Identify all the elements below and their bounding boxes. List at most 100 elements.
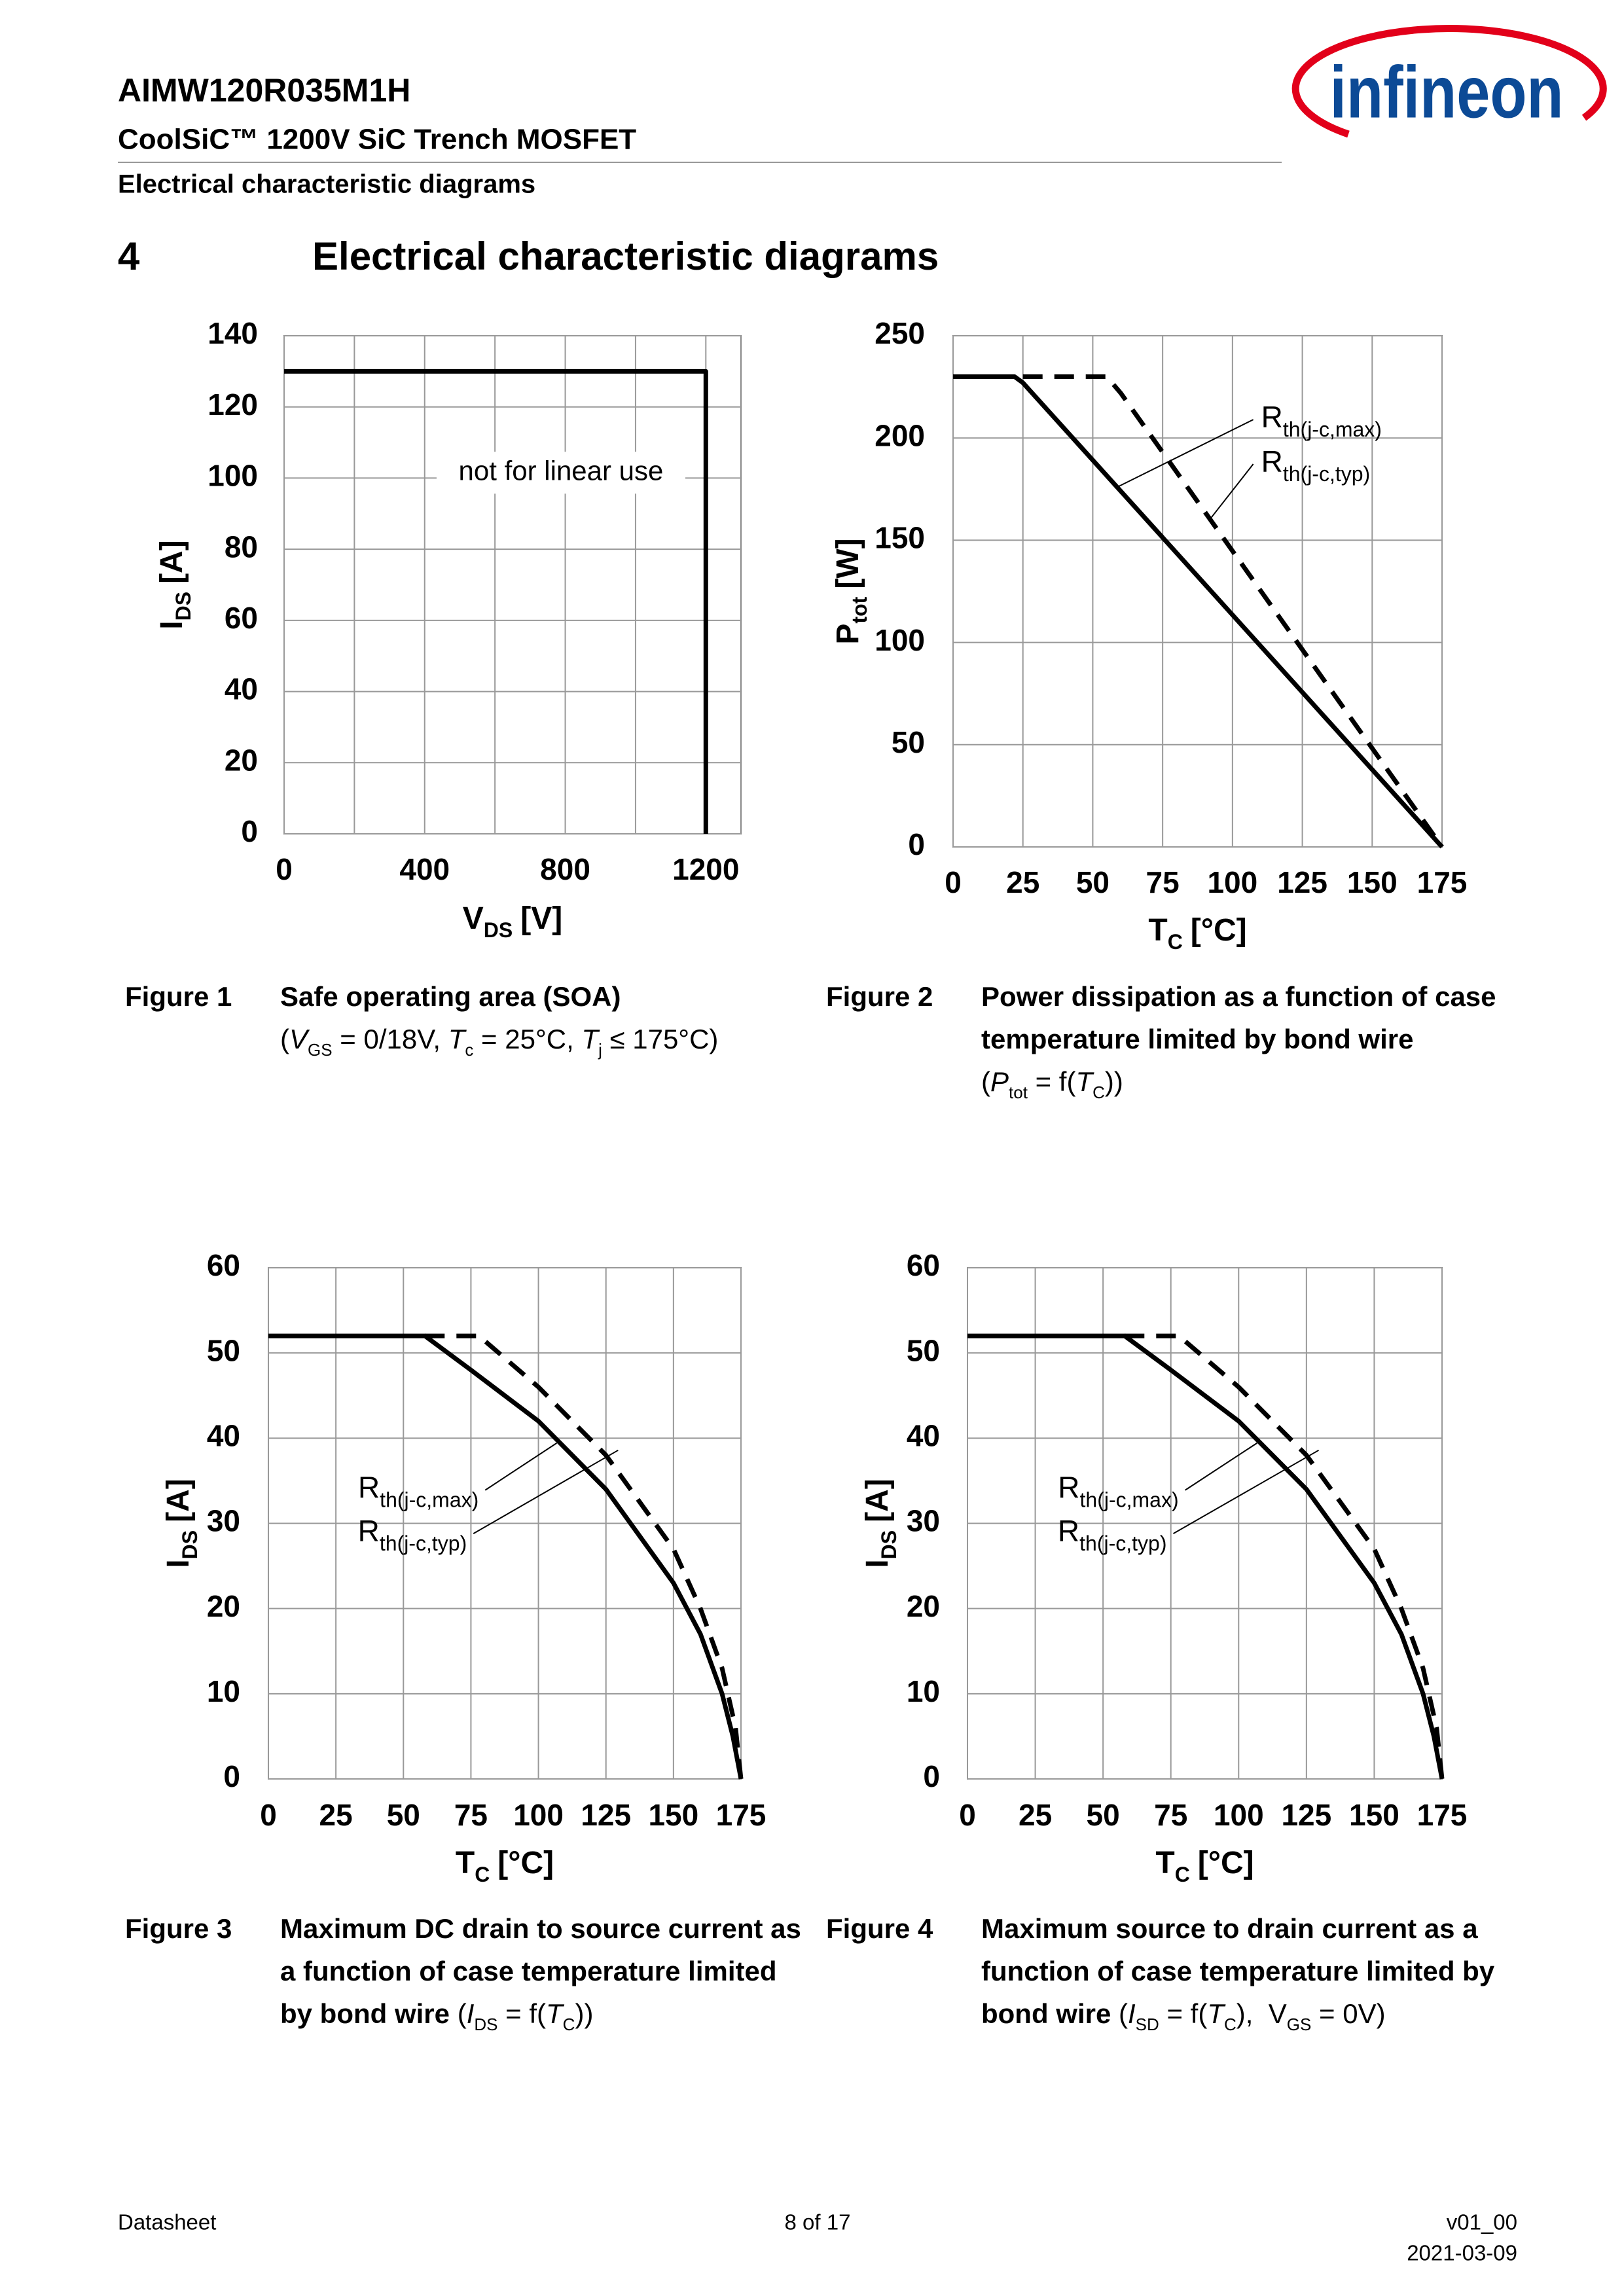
- y-axis-title-unit: [W]: [831, 538, 865, 588]
- y-tick-label: 0: [241, 814, 258, 848]
- caption-segment: = 0V): [1311, 1998, 1385, 2029]
- x-tick-label: 50: [1076, 865, 1110, 899]
- figure-caption-line: by bond wire (IDS = f(TC)): [280, 1998, 593, 2034]
- logo-text: infineon: [1329, 51, 1563, 134]
- y-tick-label: 250: [875, 316, 925, 350]
- y-tick-label: 40: [907, 1418, 940, 1452]
- figure-caption-line: (Ptot = f(TC)): [981, 1066, 1123, 1102]
- y-tick-label: 80: [225, 529, 258, 564]
- y-tick-label: 100: [208, 459, 258, 493]
- caption-segment: T: [448, 1024, 467, 1054]
- plot-frame: [283, 335, 742, 834]
- x-axis-title-sub: DS: [484, 918, 513, 942]
- y-tick-label: 30: [207, 1504, 240, 1538]
- x-tick-label: 0: [945, 865, 962, 899]
- x-tick-label: 25: [1006, 865, 1039, 899]
- x-tick-label: 25: [319, 1798, 353, 1832]
- x-tick-label: 25: [1019, 1798, 1052, 1832]
- x-axis-title-main: T: [456, 1846, 475, 1880]
- x-axis-title-sub: C: [1175, 1863, 1190, 1886]
- x-axis-title-main: V: [463, 901, 484, 936]
- x-axis-title-unit: [°C]: [497, 1846, 554, 1880]
- caption-segment: a function of case temperature limited: [280, 1956, 777, 1986]
- x-axis-title-sub: C: [475, 1863, 490, 1886]
- caption-segment: T: [1207, 1998, 1226, 2029]
- caption-segment: C: [563, 2015, 575, 2034]
- y-tick-label: 60: [907, 1248, 940, 1282]
- figure-caption-line: Maximum DC drain to source current as: [280, 1913, 801, 1944]
- series-label-main: R: [1058, 1471, 1079, 1505]
- series-label-main: R: [358, 1471, 380, 1505]
- series-label-main: R: [1261, 400, 1283, 434]
- y-axis-title-main: P: [831, 624, 865, 645]
- series-label: Rth(j-c,max): [358, 1471, 478, 1512]
- x-tick-label: 0: [260, 1798, 277, 1832]
- y-axis-title-sub: DS: [171, 592, 195, 620]
- caption-segment: )): [1105, 1066, 1123, 1097]
- caption-segment: T: [1075, 1066, 1094, 1097]
- y-tick-label: 40: [225, 672, 258, 706]
- label-pointer: [484, 1443, 557, 1491]
- y-axis-title-sub: DS: [178, 1530, 202, 1559]
- annotation: not for linear use: [459, 455, 664, 486]
- y-axis-title: IDS [A]: [161, 1479, 202, 1568]
- label-pointer: [473, 1449, 619, 1534]
- y-tick-label: 30: [907, 1504, 940, 1538]
- caption-segment: )): [575, 1998, 593, 2029]
- y-tick-label: 140: [208, 316, 258, 350]
- label-pointer: [1210, 463, 1254, 519]
- x-tick-label: 125: [581, 1798, 631, 1832]
- series-label-main: R: [1261, 444, 1283, 478]
- caption-segment: P: [990, 1066, 1009, 1097]
- y-axis-title-main: I: [860, 1559, 895, 1568]
- caption-segment: I: [467, 1998, 475, 2029]
- y-tick-label: 20: [207, 1589, 240, 1623]
- caption-segment: DS: [474, 2015, 497, 2034]
- caption-segment: = 25°C,: [473, 1024, 581, 1054]
- x-axis-title-unit: [°C]: [1198, 1846, 1254, 1880]
- section-number: 4: [118, 234, 140, 278]
- part-number: AIMW120R035M1H: [118, 72, 410, 109]
- section-title: Electrical characteristic diagrams: [312, 234, 939, 278]
- series-label-sub: th(j-c,max): [1080, 1488, 1179, 1512]
- x-axis-title-main: T: [1148, 913, 1167, 948]
- y-tick-label: 100: [875, 623, 925, 657]
- y-tick-label: 50: [892, 725, 925, 759]
- caption-segment: T: [546, 1998, 565, 2029]
- x-tick-label: 75: [1146, 865, 1180, 899]
- footer-date: 2021-03-09: [1407, 2241, 1517, 2265]
- x-tick-label: 125: [1277, 865, 1327, 899]
- x-axis-title-sub: C: [1168, 930, 1183, 954]
- series-label-sub: th(j-c,typ): [1283, 462, 1370, 486]
- y-tick-label: 50: [907, 1333, 940, 1367]
- caption-segment: Safe operating area (SOA): [280, 981, 621, 1012]
- figure-caption-line: function of case temperature limited by: [981, 1956, 1495, 1986]
- x-tick-label: 75: [1154, 1798, 1187, 1832]
- caption-segment: GS: [308, 1040, 333, 1060]
- x-tick-label: 100: [513, 1798, 564, 1832]
- series-line: [953, 374, 1444, 849]
- figure-label: Figure 3: [125, 1913, 232, 1944]
- x-tick-label: 150: [648, 1798, 698, 1832]
- caption-segment: function of case temperature limited by: [981, 1956, 1495, 1986]
- annotation-bg: [436, 452, 685, 494]
- y-tick-label: 200: [875, 418, 925, 452]
- series-line: [268, 1333, 744, 1780]
- footer-left: Datasheet: [118, 2210, 216, 2234]
- x-tick-label: 800: [540, 852, 590, 886]
- y-tick-label: 0: [923, 1759, 940, 1793]
- series-label-sub: th(j-c,max): [380, 1488, 478, 1512]
- x-tick-label: 100: [1214, 1798, 1264, 1832]
- figure-label: Figure 2: [826, 981, 933, 1012]
- series-label-sub: th(j-c,typ): [1079, 1532, 1166, 1556]
- y-tick-label: 60: [225, 601, 258, 635]
- caption-segment: = 0/18V,: [333, 1024, 448, 1054]
- y-axis-title-sub: tot: [848, 596, 871, 623]
- header-section: Electrical characteristic diagrams: [118, 170, 535, 199]
- y-tick-label: 40: [207, 1418, 240, 1452]
- figure-caption-line: temperature limited by bond wire: [981, 1024, 1413, 1054]
- y-tick-label: 20: [225, 743, 258, 777]
- footer-page: 8 of 17: [785, 2210, 851, 2234]
- x-axis-title: VDS [V]: [463, 901, 562, 942]
